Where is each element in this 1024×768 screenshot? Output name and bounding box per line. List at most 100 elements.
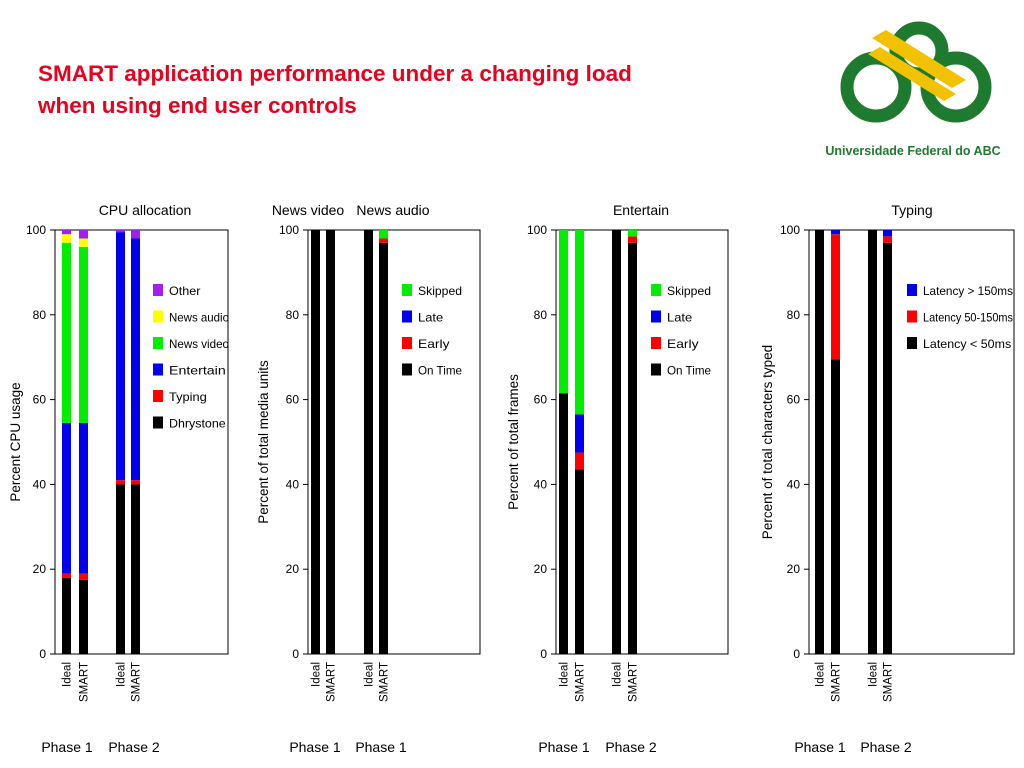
legend: Skipped Late Early On Time (651, 284, 711, 378)
y-tick-label: 80 (33, 308, 47, 322)
bar-segment (326, 230, 335, 654)
chart-title: News audio (356, 202, 429, 218)
bar-segment (79, 573, 88, 580)
legend-swatch (402, 337, 412, 349)
bar-segment (883, 236, 892, 243)
legend-label: Early (667, 337, 699, 351)
y-tick-label: 100 (527, 223, 547, 237)
logo-stripe-1 (872, 30, 966, 88)
bar-segment (364, 230, 373, 654)
bar-segment (131, 238, 140, 481)
legend: Other News audio News video Entertain Typing… (153, 284, 229, 431)
bar-segment (62, 242, 71, 423)
bar-segment (62, 577, 71, 654)
legend-label: Latency < 50ms (923, 337, 1011, 351)
y-tick-label: 40 (33, 477, 47, 491)
bar-segment (815, 230, 824, 654)
chart-title: Entertain (613, 202, 669, 218)
bar-segment (575, 452, 584, 470)
bar-segment (559, 393, 568, 654)
y-tick-label: 0 (793, 647, 800, 661)
bar-category-label: SMART (831, 662, 843, 702)
legend-swatch (907, 337, 917, 349)
bar-category-label: Ideal (364, 662, 376, 687)
legend-label: On Time (418, 364, 462, 378)
y-tick-label: 20 (286, 562, 300, 576)
bar-segment (311, 230, 320, 654)
legend-swatch (402, 284, 412, 296)
legend-label: Latency > 150ms (923, 284, 1013, 298)
y-axis-label: Percent CPU usage (8, 382, 23, 501)
legend-swatch (651, 310, 661, 323)
legend-swatch (907, 284, 917, 296)
legend-label: On Time (667, 364, 711, 378)
bar-segment (116, 480, 125, 485)
phase-label: Phase 1 (538, 739, 590, 755)
bar-segment (612, 230, 621, 654)
y-tick-label: 80 (534, 308, 548, 322)
y-tick-label: 60 (33, 393, 47, 407)
bar-category-label: Ideal (612, 662, 624, 687)
chart-title: CPU allocation (99, 202, 192, 218)
y-tick-label: 20 (33, 562, 47, 576)
legend-label: News video (169, 337, 229, 351)
logo-stripe-2 (868, 47, 956, 101)
bar-segment (379, 242, 388, 654)
phase-label: Phase 1 (41, 739, 93, 755)
legend: Skipped Late Early On Time (402, 284, 462, 378)
legend-label: Entertain (169, 364, 226, 378)
chart-panel-4: Typing 0 20 40 60 80 100 Percent of total chara… (760, 202, 1015, 755)
bar-category-label: Ideal (62, 662, 74, 687)
bar-segment (79, 246, 88, 423)
y-tick-label: 100 (780, 223, 800, 237)
bar-segment (79, 230, 88, 239)
bar-segment (62, 230, 71, 235)
bar-segment (62, 573, 71, 578)
y-tick-label: 40 (534, 477, 548, 491)
phase-label: Phase 1 (289, 739, 341, 755)
legend-label: Skipped (418, 284, 462, 298)
plot-frame (54, 229, 229, 655)
y-tick-label: 100 (279, 223, 299, 237)
chart-panel-2: News video News audio 0 20 40 60 80 100 Percent … (256, 202, 481, 755)
slide-title-line-2: when using end user controls (38, 93, 357, 118)
y-tick-label: 20 (534, 562, 548, 576)
bar-segment (79, 579, 88, 654)
bar-segment (131, 484, 140, 654)
legend-swatch (651, 363, 661, 376)
bar-segment (628, 230, 637, 237)
y-tick-label: 60 (787, 393, 801, 407)
legend-label: Early (418, 337, 450, 351)
bar-category-label: SMART (326, 662, 338, 702)
slide-title-line-1: SMART application performance under a ch… (38, 61, 632, 86)
legend-label: Dhrystone (169, 417, 226, 431)
bar-segment (575, 230, 584, 415)
bar-segment (831, 230, 840, 235)
legend-swatch (402, 310, 412, 323)
y-tick-label: 100 (26, 223, 46, 237)
bar-category-label: SMART (575, 662, 587, 702)
bar-category-label: Ideal (868, 662, 880, 687)
y-tick-label: 40 (286, 477, 300, 491)
plot-frame (555, 229, 729, 655)
legend: Latency > 150ms Latency 50-150ms Latency <… (907, 284, 1013, 351)
y-tick-label: 60 (534, 393, 548, 407)
bar-segment (868, 230, 877, 654)
bar-category-label: Ideal (116, 662, 128, 687)
bar-segment (116, 484, 125, 654)
bar-segment (575, 469, 584, 654)
y-tick-label: 0 (540, 647, 547, 661)
phase-label: Phase 1 (794, 739, 846, 755)
bar-segment (62, 234, 71, 243)
phase-label: Phase 1 (355, 739, 407, 755)
bar-segment (62, 422, 71, 574)
legend-swatch (153, 416, 163, 429)
legend-label: Latency 50-150ms (923, 311, 1013, 325)
legend-swatch (153, 284, 163, 296)
bar-category-label: SMART (883, 662, 895, 702)
y-axis-label: Percent of total media units (256, 360, 271, 524)
bar-category-label: Ideal (311, 662, 323, 687)
phase-label: Phase 2 (860, 739, 912, 755)
y-tick-label: 20 (787, 562, 801, 576)
